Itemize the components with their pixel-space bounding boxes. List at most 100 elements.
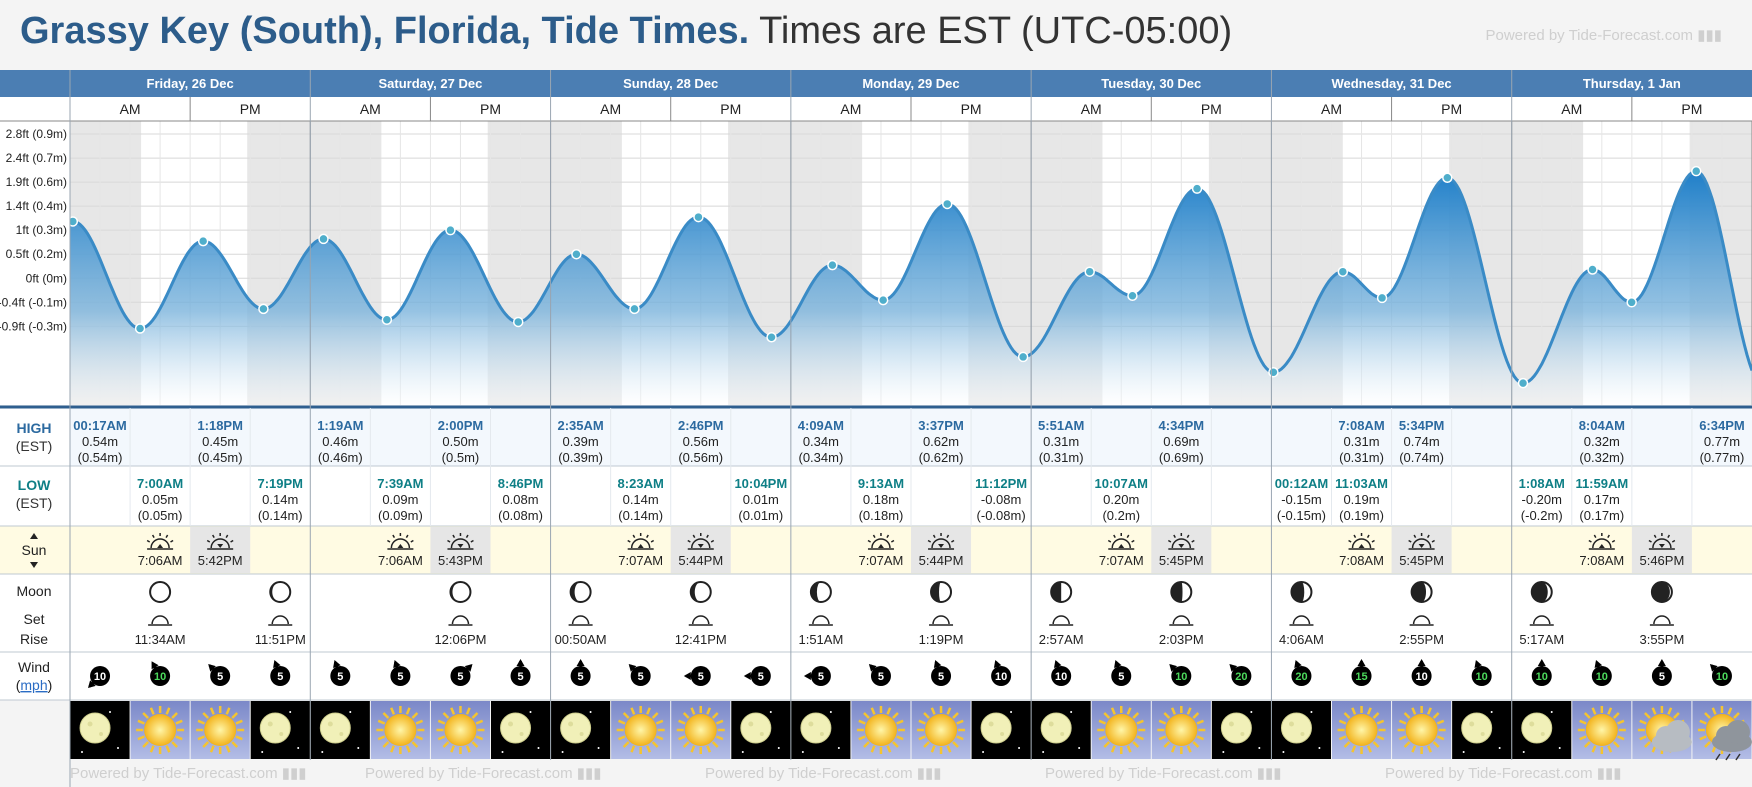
moonset-icon: [808, 615, 833, 626]
wind-speed: 5: [517, 671, 523, 683]
wind-circle: [991, 666, 1012, 686]
moon-shadow: [1651, 582, 1670, 602]
pm-label: PM: [480, 101, 501, 117]
sun-ray: [1727, 707, 1733, 715]
sun-ray: [212, 534, 215, 538]
tide-point: [445, 224, 456, 236]
sun-ray: [886, 534, 890, 538]
wind-arrow-head: [993, 660, 1002, 668]
sun-ray: [471, 712, 479, 719]
sun-ray: [382, 741, 390, 748]
sun-arrow: [1178, 544, 1185, 548]
sun-ray: [655, 719, 664, 725]
sun-body: [144, 714, 177, 746]
sun-ray: [687, 539, 691, 543]
high-tide-height-paren: (0.31m): [1039, 450, 1084, 465]
sunset-time: 5:45PM: [1159, 553, 1204, 568]
sun-body: [1345, 714, 1378, 746]
sun-ray: [858, 719, 866, 725]
sun-ray: [142, 741, 149, 748]
moon-phase-icon: [930, 581, 953, 603]
sun-ray: [1607, 707, 1613, 715]
sun-ray: [1158, 719, 1167, 725]
tide-point: [766, 332, 777, 343]
low-tide-height-paren: (0.01m): [738, 508, 783, 523]
high-row-label: HIGH: [17, 420, 52, 436]
wind-indicator: [1169, 664, 1192, 686]
wind-circle: [1171, 666, 1192, 686]
high-tide-time: 1:19AM: [317, 418, 363, 433]
y-tick-label: 2.4ft (0.7m): [6, 151, 67, 165]
moon-icon: [731, 701, 791, 759]
sun-ray: [377, 735, 386, 741]
low-tide-height: 0.17m: [1584, 492, 1620, 507]
star: [537, 747, 540, 749]
sun-ray: [682, 741, 690, 748]
pm-label: PM: [1681, 101, 1702, 117]
high-tide-height-paren: (0.5m): [442, 450, 480, 465]
sun-ray: [630, 707, 636, 715]
sun-ray: [706, 534, 709, 538]
powered-by-top[interactable]: Powered by Tide-Forecast.com ▮▮▮: [1485, 26, 1722, 44]
moon-crater: [339, 732, 344, 736]
sun-ray: [711, 741, 719, 748]
moon-arc: [271, 615, 289, 625]
moon-crater: [988, 721, 994, 727]
sun-ray: [1432, 741, 1440, 748]
sun-ray: [230, 539, 234, 543]
sun-ray: [711, 712, 719, 719]
moon-arc: [1052, 615, 1070, 625]
sun-arc: [630, 538, 651, 549]
wind-circle: [150, 666, 171, 686]
star: [1310, 711, 1313, 713]
star: [501, 751, 504, 753]
moon-phase-icon: [269, 581, 292, 603]
low-tide-height-paren: (-0.08m): [977, 508, 1026, 523]
wind-arrow-head: [803, 672, 811, 680]
low-tide-time: 9:13AM: [858, 476, 904, 491]
tide-point: [1376, 292, 1388, 304]
wind-arrow-head: [333, 660, 341, 668]
low-tide-time: 7:39AM: [377, 476, 423, 491]
moon-crater: [1288, 721, 1294, 727]
sun-ray: [1408, 539, 1412, 543]
location-title: Grassy Key (South), Florida, Tide Times.: [20, 10, 750, 52]
sun-ray: [1132, 712, 1140, 719]
sun-ray: [927, 539, 932, 543]
moon-crater: [579, 732, 584, 736]
star: [777, 747, 780, 749]
sun-ray: [956, 735, 964, 741]
sun-ray: [1110, 707, 1116, 715]
moonset-icon: [568, 615, 593, 626]
sun-ray: [1103, 741, 1111, 748]
sun-ray: [1366, 707, 1372, 715]
moon-arc: [1653, 615, 1671, 625]
low-tide-time: 8:23AM: [618, 476, 664, 491]
wind-arrow-head: [933, 660, 942, 668]
low-label-bg: [0, 466, 70, 526]
wind-speed: 5: [758, 671, 764, 683]
sun-ray: [863, 741, 870, 748]
star: [1558, 747, 1561, 749]
star: [81, 751, 83, 753]
sun-icon: [190, 701, 250, 759]
moon-arc: [1412, 615, 1431, 625]
moon-crater: [327, 721, 333, 727]
low-tide-height: 0.05m: [142, 492, 178, 507]
sun-ray: [1366, 745, 1372, 753]
high-tide-height: 0.46m: [322, 434, 358, 449]
sunset-time: 5:43PM: [438, 553, 483, 568]
moon-body: [1521, 712, 1553, 744]
sun-ray: [630, 745, 636, 753]
tide-point: [70, 216, 79, 227]
wind-speed: 5: [698, 671, 704, 683]
mph-link[interactable]: mph: [20, 677, 47, 693]
moon-crater: [568, 721, 574, 727]
pm-label: PM: [1201, 101, 1222, 117]
low-tide-height-paren: (0.19m): [1339, 508, 1384, 523]
sun-ray: [202, 741, 210, 748]
sun-ray: [235, 735, 243, 741]
high-tide-height: 0.31m: [1343, 434, 1379, 449]
moonrise-time: 2:03PM: [1159, 632, 1204, 647]
sun-body: [925, 714, 958, 746]
